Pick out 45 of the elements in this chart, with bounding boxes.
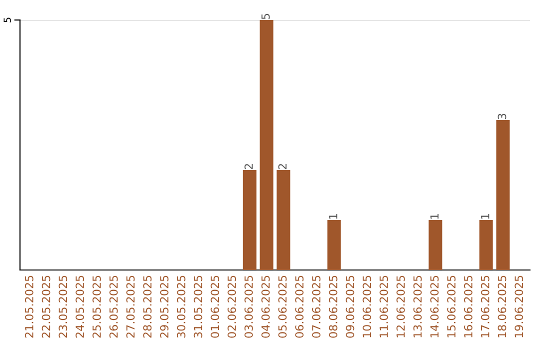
- bar: [260, 20, 274, 270]
- data-label: 2: [244, 164, 253, 170]
- x-tick-label: 10.06.2025: [362, 276, 372, 338]
- x-tick-label: 08.06.2025: [328, 276, 338, 338]
- data-label: 1: [430, 214, 438, 219]
- x-tick-label: 06.06.2025: [295, 276, 304, 338]
- data-label: 2: [278, 164, 287, 170]
- x-tick-label: 30.05.2025: [176, 276, 186, 338]
- data-label: 1: [329, 214, 338, 219]
- x-tick-label: 04.06.2025: [261, 276, 270, 338]
- x-tick-label: 12.06.2025: [396, 276, 405, 338]
- x-tick-label: 22.05.2025: [42, 276, 50, 338]
- bar: [479, 220, 493, 270]
- x-tick-label: 09.06.2025: [346, 276, 354, 338]
- x-tick-label: 17.06.2025: [480, 276, 490, 338]
- x-tick-label: 28.05.2025: [143, 276, 152, 338]
- x-tick-label: 31.05.2025: [194, 276, 202, 338]
- x-tick-label: 16.06.2025: [464, 276, 472, 338]
- x-tick-label: 19.06.2025: [514, 276, 524, 338]
- bar: [428, 220, 442, 270]
- data-label: 3: [498, 114, 506, 120]
- x-tick-label: 14.06.2025: [430, 276, 439, 338]
- x-tick-label: 11.06.2025: [380, 276, 388, 338]
- x-tick-label: 07.06.2025: [312, 276, 320, 338]
- x-tick-label: 27.05.2025: [126, 276, 135, 338]
- x-tick-label: 26.05.2025: [109, 276, 118, 338]
- bar: [242, 170, 256, 270]
- x-tick-label: 23.05.2025: [58, 276, 68, 338]
- bar: [496, 120, 510, 270]
- x-tick-label: 01.06.2025: [210, 276, 220, 338]
- x-tick-label: 29.05.2025: [160, 276, 168, 338]
- x-tick-label: 15.06.2025: [447, 276, 456, 338]
- x-tick-label: 21.05.2025: [24, 276, 34, 338]
- x-tick-label: 05.06.2025: [278, 276, 287, 338]
- x-tick-label: 18.06.2025: [498, 276, 506, 338]
- data-label: 1: [481, 214, 490, 219]
- text: 5: [4, 18, 11, 22]
- x-tick-label: 25.05.2025: [92, 276, 101, 338]
- x-tick-label: 24.05.2025: [76, 276, 84, 338]
- x-tick-label: 03.06.2025: [244, 276, 253, 338]
- bar: [276, 170, 290, 270]
- x-tick-label: 02.06.2025: [228, 276, 236, 338]
- x-tick-label: 13.06.2025: [413, 276, 422, 338]
- bar: [327, 220, 341, 270]
- data-label: 5: [262, 14, 270, 20]
